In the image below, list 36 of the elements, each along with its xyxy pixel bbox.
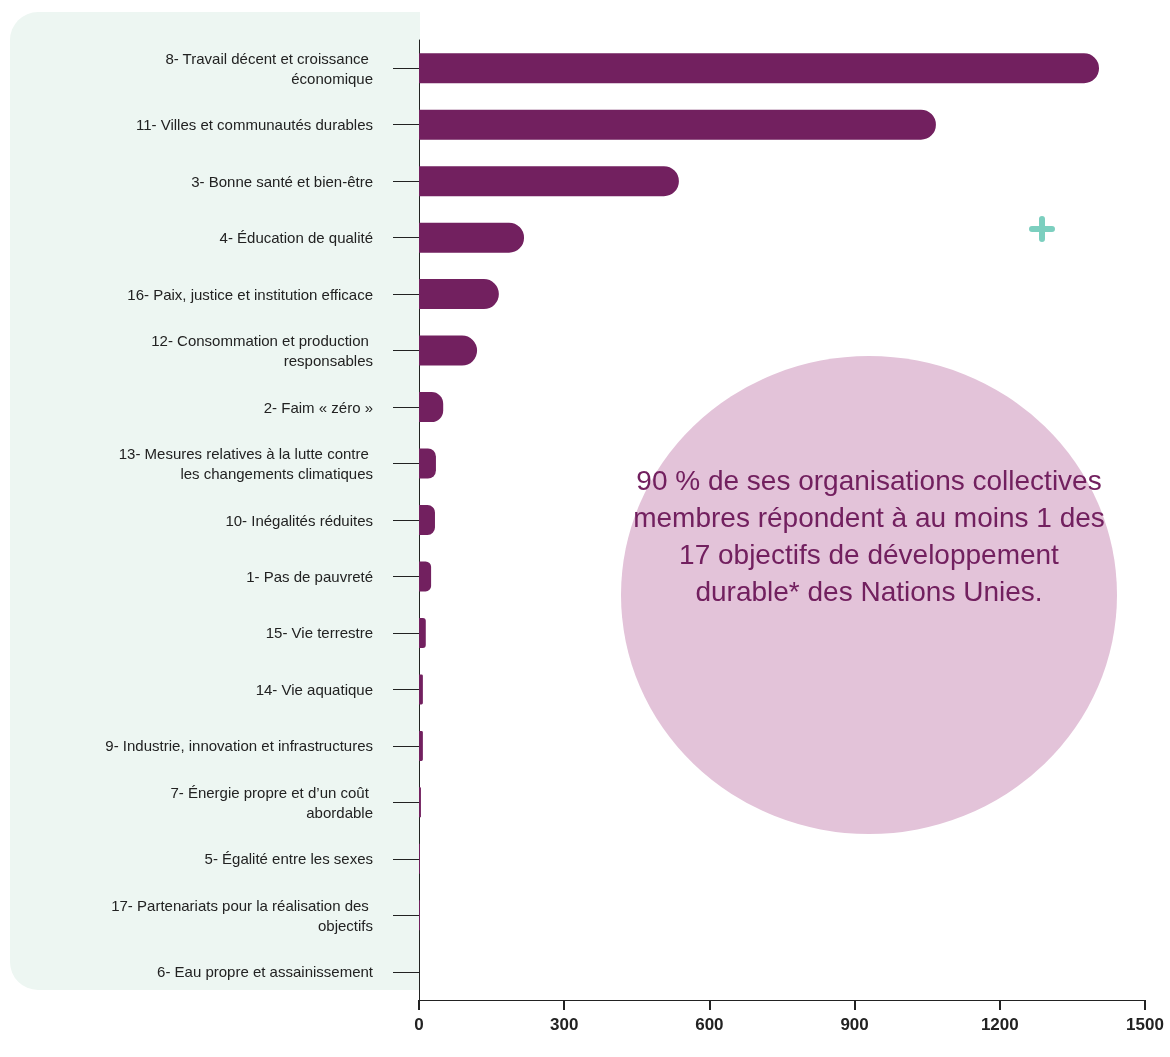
y-tick-label: 7- Énergie propre et d’un coût abordable — [170, 783, 373, 821]
y-tick-label: 10- Inégalités réduites — [225, 511, 373, 529]
bar — [419, 109, 936, 140]
y-tick-label: 13- Mesures relatives à la lutte contre les changements climatiques — [118, 445, 373, 483]
y-tick-label: 16- Paix, justice et institution efficace — [127, 285, 373, 303]
y-tick-label: 17- Partenariats pour la réalisation des objectifs — [111, 896, 373, 934]
bar — [419, 335, 478, 366]
bar — [419, 53, 1100, 84]
y-tick-label: 1- Pas de pauvreté — [246, 567, 373, 585]
y-tick-label: 3- Bonne santé et bien-être — [191, 172, 373, 190]
x-tick-label: 600 — [695, 1015, 724, 1034]
y-tick-label: 4- Éducation de qualité — [219, 229, 373, 247]
bar — [419, 448, 436, 479]
bar — [419, 730, 423, 761]
bar — [419, 222, 525, 253]
x-tick-label: 0 — [414, 1015, 424, 1034]
x-tick-label: 300 — [550, 1015, 579, 1034]
y-tick-label: 8- Travail décent et croissance économique — [165, 49, 373, 87]
y-tick-label: 15- Vie terrestre — [265, 624, 373, 642]
annotation: 90 % de ses organisations collectives membres répondent à au moins 1 des 17 objectifs de développement durable* des Nations Unies. — [632, 464, 1106, 609]
y-tick-label: 11- Villes et communautés durables — [135, 116, 373, 134]
y-tick-label: 2- Faim « zéro » — [263, 398, 373, 416]
x-tick-label: 900 — [840, 1015, 869, 1034]
y-tick-label: 12- Consommation et production responsables — [151, 332, 373, 370]
bar — [419, 279, 499, 310]
y-tick-label: 6- Eau propre et assainissement — [157, 963, 374, 981]
y-tick-label: 9- Industrie, innovation et infrastructures — [105, 737, 373, 755]
y-tick-label: 14- Vie aquatique — [255, 680, 373, 698]
y-tick-label: 5- Égalité entre les sexes — [204, 850, 373, 868]
x-tick-label: 1200 — [980, 1015, 1019, 1034]
x-tick-label: 1500 — [1126, 1015, 1164, 1034]
bar — [419, 505, 435, 535]
bar — [419, 561, 432, 592]
bar — [419, 166, 679, 197]
bar — [419, 617, 426, 648]
bar — [419, 674, 423, 705]
